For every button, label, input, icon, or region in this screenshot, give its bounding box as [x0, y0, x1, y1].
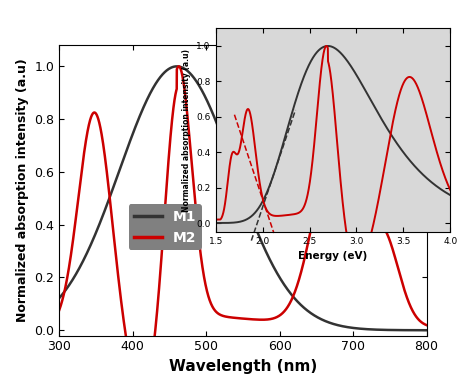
M1: [377, 328, 383, 332]
M1: [424, 328, 429, 333]
Y-axis label: Normalized absorption intensity (a.u): Normalized absorption intensity (a.u): [16, 58, 29, 322]
M1: [56, 296, 62, 300]
M2: [176, 64, 182, 69]
X-axis label: Wavelength (nm): Wavelength (nm): [169, 359, 317, 374]
M2: [56, 308, 62, 312]
M2: [198, 250, 203, 254]
M2: [98, 129, 104, 134]
M1: [120, 158, 126, 163]
M1: [213, 120, 219, 124]
M2: [424, 323, 429, 327]
M2: [120, 313, 126, 317]
M2: [377, 222, 383, 227]
Legend: M1, M2: M1, M2: [128, 204, 202, 250]
M1: [197, 85, 203, 90]
X-axis label: Energy (eV): Energy (eV): [298, 251, 368, 261]
M2: [213, 310, 219, 314]
M1: [417, 328, 422, 333]
M1: [98, 218, 104, 222]
M2: [417, 318, 422, 323]
Line: M2: M2: [59, 66, 427, 377]
Line: M1: M1: [59, 66, 427, 330]
M1: [174, 64, 180, 69]
Y-axis label: Normalized absorption intensity (a.u): Normalized absorption intensity (a.u): [182, 49, 191, 211]
